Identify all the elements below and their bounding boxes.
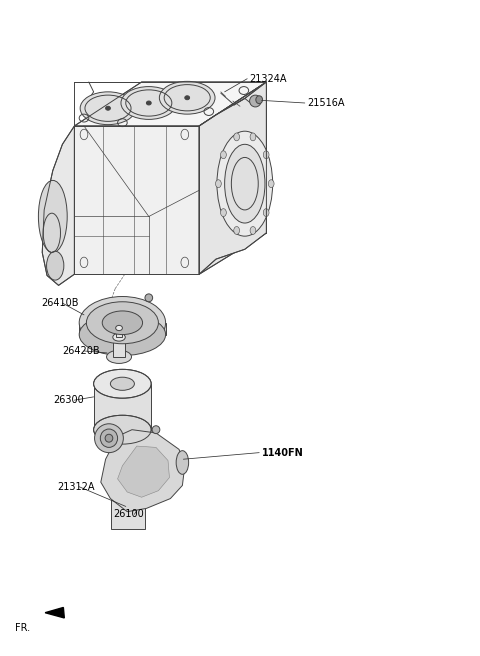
Ellipse shape: [86, 302, 158, 344]
Ellipse shape: [146, 101, 151, 105]
Circle shape: [221, 151, 227, 159]
Circle shape: [234, 133, 240, 141]
Ellipse shape: [176, 451, 189, 474]
Ellipse shape: [102, 311, 143, 335]
Ellipse shape: [152, 426, 160, 434]
Ellipse shape: [94, 415, 151, 444]
Ellipse shape: [100, 429, 118, 447]
Text: 1140FN: 1140FN: [262, 447, 303, 458]
Ellipse shape: [38, 180, 67, 253]
Circle shape: [234, 226, 240, 234]
Text: 21312A: 21312A: [58, 482, 95, 492]
Circle shape: [263, 209, 269, 216]
Ellipse shape: [95, 424, 123, 453]
Ellipse shape: [145, 294, 153, 302]
Polygon shape: [199, 82, 266, 274]
Ellipse shape: [250, 95, 261, 107]
Ellipse shape: [80, 92, 136, 125]
Circle shape: [263, 151, 269, 159]
Circle shape: [250, 226, 256, 234]
Ellipse shape: [225, 144, 265, 223]
Ellipse shape: [113, 333, 125, 341]
Ellipse shape: [121, 87, 177, 119]
Ellipse shape: [116, 325, 122, 331]
Text: 26100: 26100: [113, 509, 144, 520]
Ellipse shape: [79, 314, 166, 356]
Ellipse shape: [94, 369, 151, 398]
Ellipse shape: [256, 96, 263, 104]
Text: 26420B: 26420B: [62, 346, 100, 356]
Text: FR.: FR.: [15, 623, 31, 634]
Ellipse shape: [110, 377, 134, 390]
Polygon shape: [101, 430, 185, 512]
Polygon shape: [116, 328, 122, 337]
Polygon shape: [118, 446, 169, 497]
Circle shape: [250, 133, 256, 141]
Polygon shape: [199, 82, 266, 274]
Polygon shape: [79, 323, 166, 335]
Polygon shape: [74, 82, 266, 126]
Ellipse shape: [47, 251, 64, 280]
Ellipse shape: [106, 106, 110, 110]
Polygon shape: [111, 500, 145, 529]
Polygon shape: [94, 384, 151, 430]
Text: 21516A: 21516A: [307, 98, 345, 108]
Text: 21324A: 21324A: [250, 73, 287, 84]
Circle shape: [268, 180, 274, 188]
Ellipse shape: [185, 96, 190, 100]
Ellipse shape: [217, 131, 273, 236]
Circle shape: [216, 180, 221, 188]
Ellipse shape: [105, 434, 113, 442]
Text: 26410B: 26410B: [41, 298, 78, 308]
Ellipse shape: [107, 350, 132, 363]
Polygon shape: [74, 126, 199, 274]
Polygon shape: [113, 337, 125, 357]
Polygon shape: [45, 607, 64, 618]
Circle shape: [221, 209, 227, 216]
Text: 26300: 26300: [53, 395, 84, 405]
Ellipse shape: [159, 81, 215, 114]
Ellipse shape: [79, 297, 166, 349]
Polygon shape: [42, 126, 74, 285]
